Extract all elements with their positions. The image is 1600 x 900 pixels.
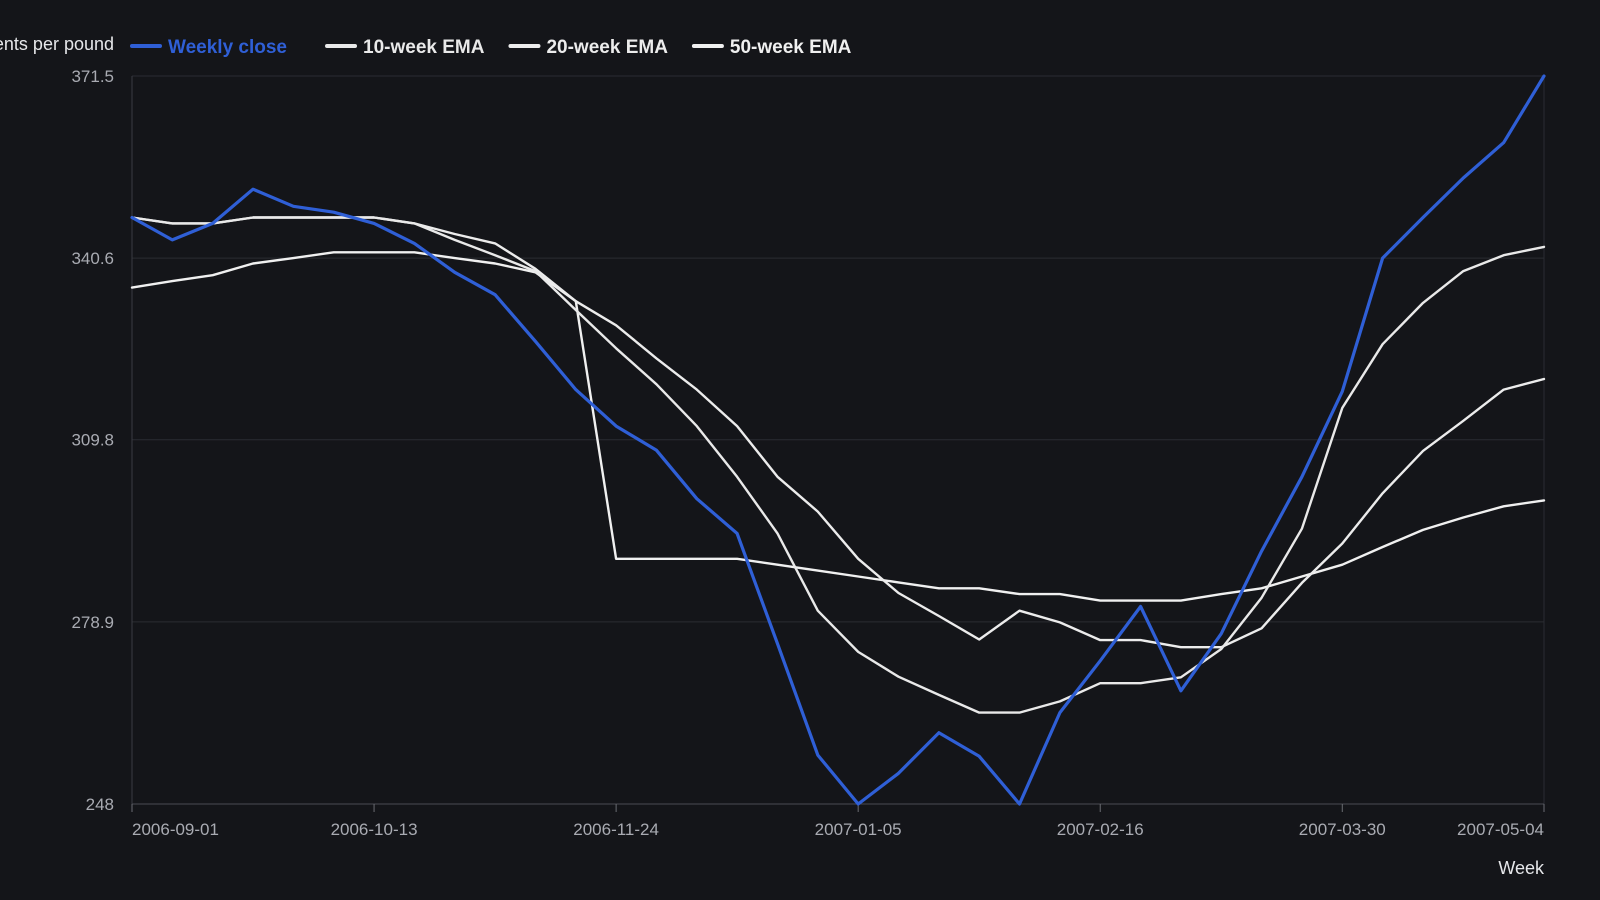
y-tick-label: 278.9 bbox=[71, 613, 114, 632]
legend-item[interactable]: 50-week EMA bbox=[691, 37, 852, 58]
x-axis-title: Week bbox=[1498, 858, 1545, 878]
legend-item[interactable]: 10-week EMA bbox=[325, 37, 485, 58]
legend-item[interactable]: Weekly close bbox=[130, 37, 287, 58]
y-tick-label: 309.8 bbox=[71, 431, 114, 450]
legend-item[interactable]: 20-week EMA bbox=[508, 37, 668, 58]
legend: Weekly close 10-week EMA 20-week EMA 50-wee… bbox=[130, 37, 852, 58]
legend-label: 20-week EMA bbox=[546, 37, 668, 58]
x-tick-label: 2007-01-05 bbox=[815, 820, 902, 839]
x-tick-label: 2006-11-24 bbox=[573, 820, 659, 839]
legend-label: 10-week EMA bbox=[363, 37, 485, 58]
series-line-50-week-ema bbox=[130, 251, 1546, 602]
axis-layer: 248 278.9 309.8 340.6 371.5 2006-09-01 2006-10… bbox=[71, 67, 1545, 839]
series-layer bbox=[130, 74, 1546, 806]
x-tick-label: 2006-10-13 bbox=[331, 820, 418, 839]
series-line-10-week-ema bbox=[130, 216, 1546, 714]
legend-label: 50-week EMA bbox=[730, 37, 852, 58]
x-tick-label: 2007-02-16 bbox=[1057, 820, 1144, 839]
x-tick-label: 2007-05-04 bbox=[1457, 820, 1544, 839]
y-axis-title: Cents per pound bbox=[0, 34, 114, 54]
y-tick-label: 248 bbox=[86, 795, 114, 814]
x-tick-label: 2006-09-01 bbox=[132, 820, 219, 839]
series-line-20-week-ema bbox=[130, 216, 1546, 649]
x-tick-label: 2007-03-30 bbox=[1299, 820, 1386, 839]
y-tick-label: 371.5 bbox=[71, 67, 114, 86]
legend-label: Weekly close bbox=[168, 37, 287, 58]
y-tick-label: 340.6 bbox=[71, 249, 114, 268]
series-line-weekly-close bbox=[130, 74, 1546, 806]
